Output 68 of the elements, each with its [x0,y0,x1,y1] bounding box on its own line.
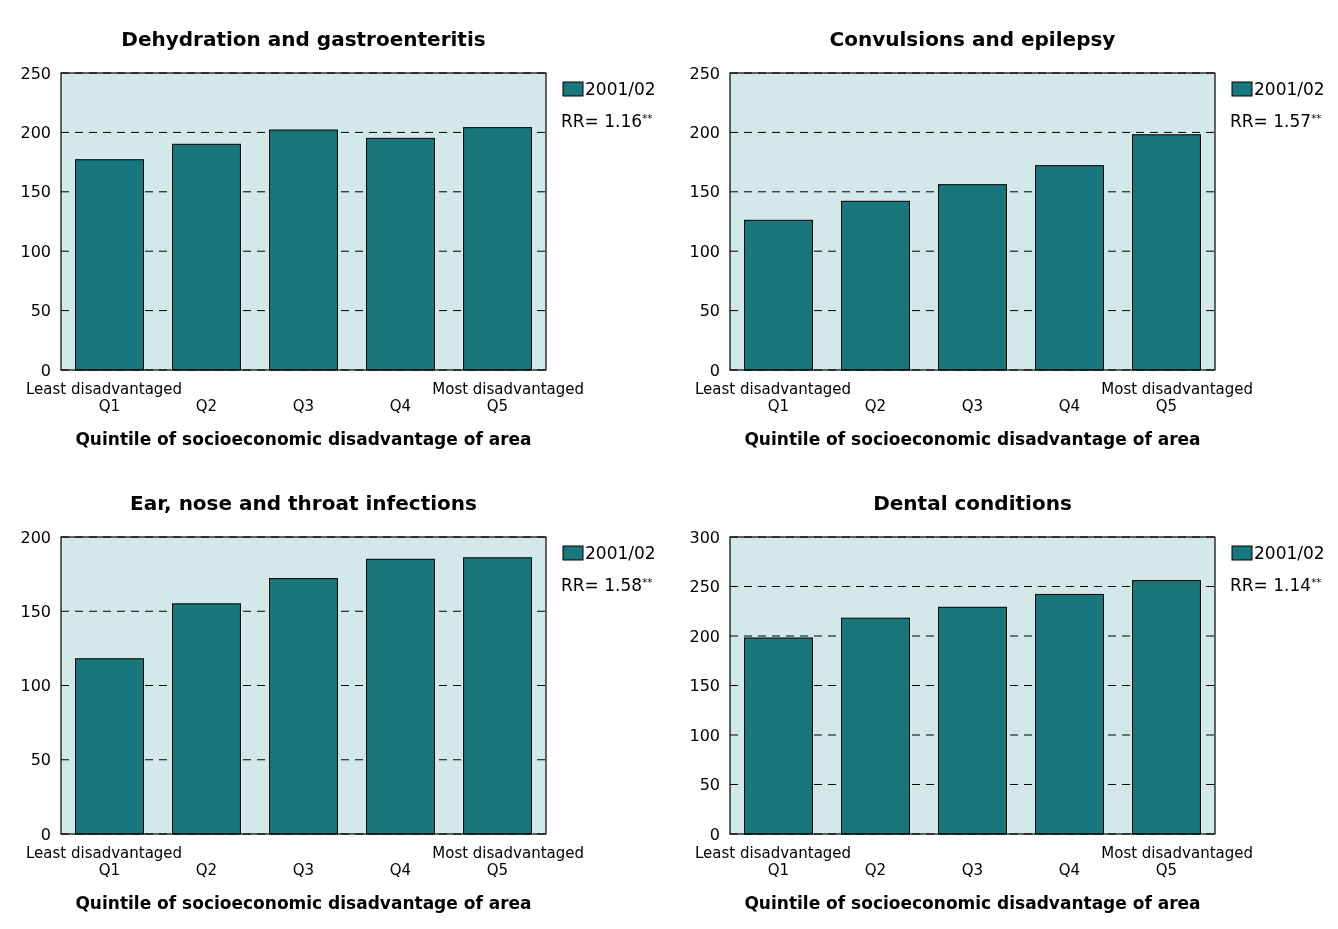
x-axis-title: Quintile of socioeconomic disadvantage of area [744,893,1201,913]
x-axis-title: Quintile of socioeconomic disadvantage of area [75,429,532,449]
x-tick-label: Q1 [767,397,790,415]
x-tick-label: Q2 [864,397,887,415]
x-tick-label: Q2 [195,861,218,879]
x-tick-label: Q3 [961,397,984,415]
x-tick-label: Q4 [1058,397,1081,415]
y-tick-label: 200 [20,527,51,547]
chart-title: Dehydration and gastroenteritis [121,27,486,51]
y-tick-label: 250 [20,63,51,83]
x-tick-label: Q3 [292,397,315,415]
y-tick-label: 100 [689,725,720,745]
y-tick-label: 50 [30,750,51,770]
text: RR= 1.16$^{**}$ [561,111,653,131]
legend-label: 2001/02 [585,79,656,99]
chart-title: Ear, nose and throat infections [129,491,478,515]
x-axis-title: Quintile of socioeconomic disadvantage of area [744,429,1201,449]
y-tick-label: 0 [709,824,720,844]
x-tick-label: Q2 [864,861,887,879]
y-tick-label: 150 [689,676,720,696]
x-tick-label: Q3 [292,861,315,879]
legend-label: 2001/02 [585,543,656,563]
y-tick-label: 100 [689,241,720,261]
text: RR= 1.14$^{**}$ [1230,575,1322,595]
y-tick-label: 50 [699,775,720,795]
y-tick-label: 150 [689,182,720,202]
y-tick-label: 50 [699,301,720,321]
text: Most disadvantaged [1101,380,1253,398]
text: Least disadvantaged [26,844,183,862]
legend-label: 2001/02 [1254,79,1325,99]
x-tick-label: Q2 [195,397,218,415]
text: RR= 1.57$^{**}$ [1230,111,1322,131]
y-tick-label: 150 [20,601,51,621]
x-tick-label: Q1 [98,861,121,879]
text: Least disadvantaged [695,844,852,862]
y-tick-label: 150 [20,182,51,202]
text: RR= 1.58$^{**}$ [561,575,653,595]
x-tick-label: Q5 [486,397,509,415]
chart-title: Convulsions and epilepsy [829,27,1116,51]
y-tick-label: 200 [689,123,720,142]
y-tick-label: 100 [20,676,51,696]
y-tick-label: 250 [689,63,720,83]
y-tick-label: 300 [689,527,720,547]
x-tick-label: Q4 [1058,861,1081,879]
chart-title: Dental conditions [873,491,1072,515]
legend-label: 2001/02 [1254,543,1325,563]
text: Most disadvantaged [1101,844,1253,862]
x-tick-label: Q3 [961,861,984,879]
x-tick-label: Q5 [1155,397,1178,415]
y-tick-label: 250 [689,577,720,597]
y-tick-label: 200 [20,123,51,142]
text: Most disadvantaged [432,844,584,862]
y-tick-label: 50 [30,301,51,321]
y-tick-label: 0 [40,360,51,380]
y-tick-label: 100 [20,241,51,261]
text: Least disadvantaged [26,380,183,398]
y-tick-label: 0 [40,824,51,844]
text: Most disadvantaged [432,380,584,398]
y-tick-label: 0 [709,360,720,380]
y-tick-label: 200 [689,626,720,646]
text: Least disadvantaged [695,380,852,398]
x-tick-label: Q5 [1155,861,1178,879]
x-tick-label: Q4 [389,397,412,415]
x-tick-label: Q5 [486,861,509,879]
x-tick-label: Q1 [767,861,790,879]
x-axis-title: Quintile of socioeconomic disadvantage of area [75,893,532,913]
x-tick-label: Q1 [98,397,121,415]
x-tick-label: Q4 [389,861,412,879]
